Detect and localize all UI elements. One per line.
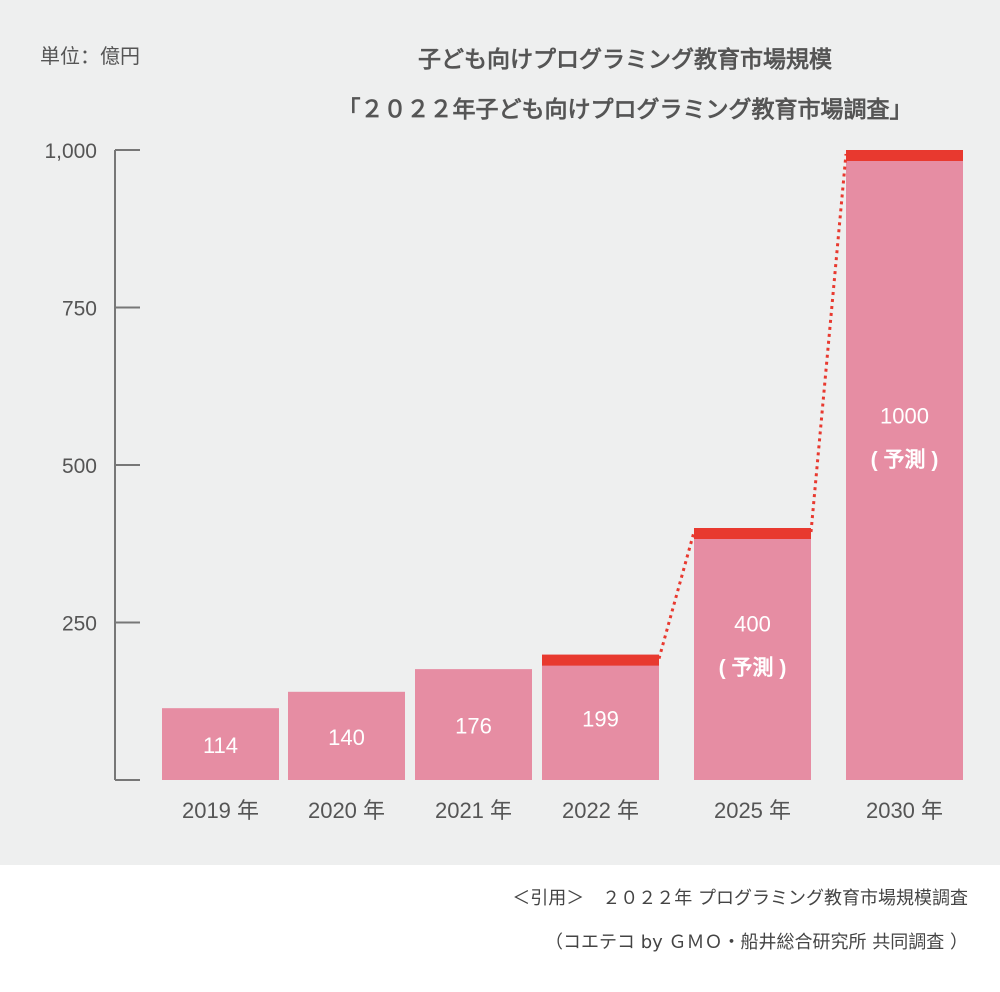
category-label-4: 2025 年 (714, 798, 791, 823)
bar-top-highlight-3 (542, 654, 659, 666)
source-credit: （コエテコ by ＧＭＯ・船井総合研究所 共同調査 ） (545, 932, 968, 953)
category-label-5: 2030 年 (866, 798, 943, 823)
trend-connector-1 (809, 153, 848, 533)
value-label-2: 176 (455, 714, 492, 739)
category-label-1: 2020 年 (308, 798, 385, 823)
value-label-4: 400 (734, 611, 771, 636)
value-label-5: 1000 (880, 404, 929, 429)
unit-label: 単位：億円 (40, 44, 140, 68)
y-tick-label-250: 250 (62, 613, 97, 636)
category-label-2: 2021 年 (435, 798, 512, 823)
bar-top-highlight-5 (846, 150, 963, 161)
source-citation: ＜引用＞ ２０２２年 プログラミング教育市場規模調査 (512, 888, 968, 909)
bar-3 (542, 654, 659, 780)
y-tick-label-1000: 1,000 (44, 140, 97, 163)
bar-4 (694, 528, 811, 780)
forecast-label-4: ( 予測 ) (719, 656, 787, 679)
bar-0 (162, 708, 279, 780)
forecast-label-5: ( 予測 ) (871, 449, 939, 472)
bar-1 (288, 691, 405, 780)
value-label-3: 199 (582, 706, 619, 731)
category-label-0: 2019 年 (182, 798, 259, 823)
bar-5 (846, 150, 963, 780)
chart-title: 子ども向けプログラミング教育市場規模 (418, 47, 832, 73)
bar-chart: 250 500 750 1,000 2019 年 114 2020 年 140 2021 年 17… (44, 140, 963, 823)
trend-connector-0 (657, 531, 696, 660)
y-tick-label-750: 750 (62, 298, 97, 321)
bar-2 (415, 669, 532, 780)
chart-subtitle: 「２０２２年子ども向けプログラミング教育市場調査」 (337, 97, 913, 123)
value-label-0: 114 (203, 733, 238, 758)
value-label-1: 140 (328, 725, 365, 750)
y-tick-label-500: 500 (62, 455, 97, 478)
category-label-3: 2022 年 (562, 798, 639, 823)
bar-top-highlight-4 (694, 528, 811, 539)
